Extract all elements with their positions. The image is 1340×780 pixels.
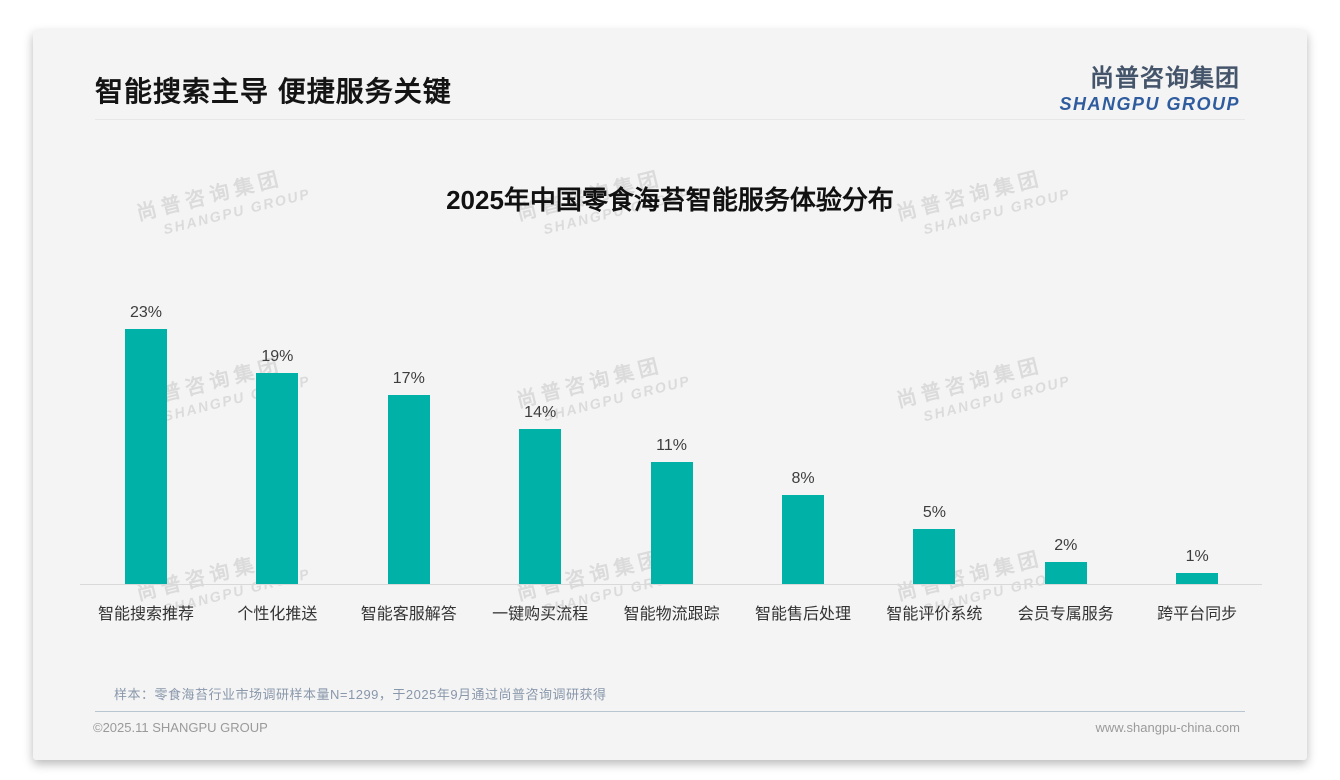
x-axis-category-label: 会员专属服务 bbox=[1017, 606, 1114, 623]
copyright-text: ©2025.11 SHANGPU GROUP bbox=[93, 720, 268, 735]
x-axis-category-label: 智能物流跟踪 bbox=[623, 606, 720, 623]
x-axis-category-label: 跨平台同步 bbox=[1157, 606, 1238, 623]
x-axis-category-label: 智能搜索推荐 bbox=[97, 606, 194, 623]
x-axis-category-label: 一键购买流程 bbox=[492, 606, 589, 623]
website-text: www.shangpu-china.com bbox=[1095, 720, 1240, 735]
company-logo: 尚普咨询集团 SHANGPU GROUP bbox=[1059, 58, 1240, 115]
bar bbox=[782, 495, 824, 584]
bar-value-label: 23% bbox=[129, 303, 163, 321]
page-title: 智能搜索主导 便捷服务关键 bbox=[95, 76, 452, 107]
slide-card: 尚普咨询集团 SHANGPU GROUP 尚普咨询集团 SHANGPU GROUP 尚普… bbox=[33, 30, 1307, 760]
bar bbox=[387, 395, 430, 584]
logo-en-text: SHANGPU GROUP bbox=[1059, 94, 1240, 114]
x-axis-category-label: 个性化推送 bbox=[237, 606, 318, 623]
footer-divider bbox=[95, 711, 1245, 712]
bar-value-label: 17% bbox=[392, 370, 425, 388]
bar-chart: 23% 智能搜索推荐 19% 个性化推送 17% 智能客服解答 14% 一键购买流程 11% 智能… bbox=[80, 60, 1262, 640]
bar-value-label: 5% bbox=[922, 503, 946, 521]
header-divider bbox=[95, 119, 1245, 120]
bar bbox=[125, 328, 167, 584]
bar bbox=[913, 528, 956, 584]
bar bbox=[1176, 572, 1219, 584]
x-axis-category-label: 智能评价系统 bbox=[886, 606, 983, 623]
bar-value-label: 19% bbox=[261, 348, 294, 366]
logo-cn-text: 尚普咨询集团 bbox=[1090, 65, 1240, 92]
bar bbox=[650, 461, 693, 584]
x-axis-line bbox=[80, 584, 1262, 585]
bar-value-label: 1% bbox=[1185, 547, 1209, 565]
bar-value-label: 11% bbox=[656, 436, 688, 454]
bar-value-label: 14% bbox=[524, 403, 557, 421]
bar bbox=[519, 428, 562, 584]
x-axis-category-label: 智能售后处理 bbox=[754, 606, 851, 623]
chart-title: 2025年中国零食海苔智能服务体验分布 bbox=[446, 185, 894, 215]
bar bbox=[1044, 561, 1087, 584]
bar bbox=[256, 373, 299, 584]
bar-value-label: 2% bbox=[1054, 536, 1078, 554]
sample-note: 样本：零食海苔行业市场调研样本量N=1299，于2025年9月通过尚普咨询调研获… bbox=[114, 687, 607, 702]
bar-value-label: 8% bbox=[791, 470, 815, 488]
x-axis-category-label: 智能客服解答 bbox=[360, 606, 457, 623]
